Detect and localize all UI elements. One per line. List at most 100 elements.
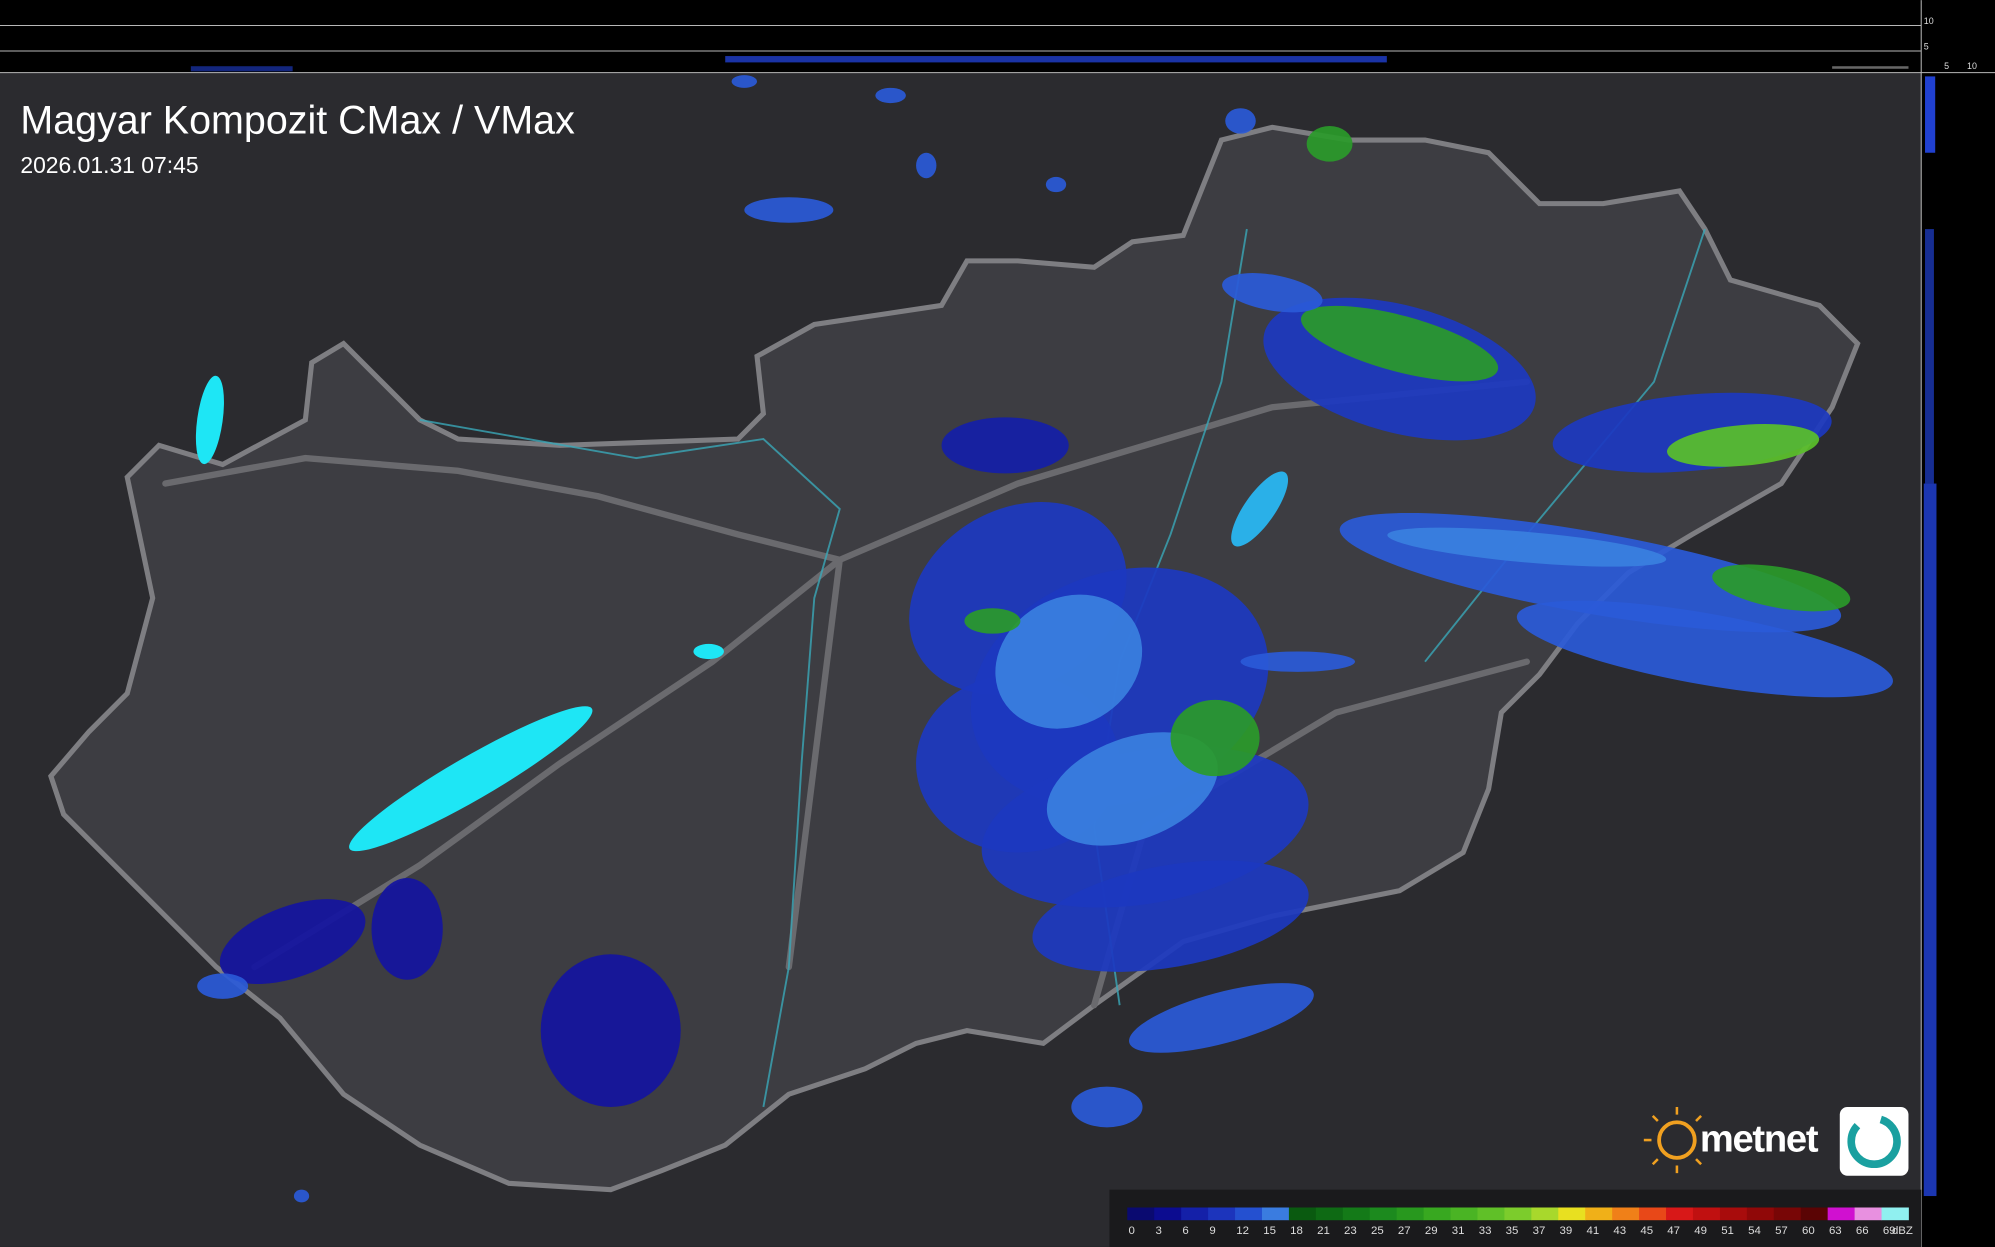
legend-swatch: [1504, 1207, 1532, 1221]
radar-echo: [731, 75, 758, 88]
legend-label: 23: [1344, 1225, 1357, 1237]
logo-rays: [1643, 1106, 1702, 1174]
legend-swatch: [1396, 1207, 1424, 1221]
logo-ray: [1695, 1114, 1702, 1122]
legend-swatch: [1612, 1207, 1640, 1221]
legend-label: 25: [1371, 1225, 1384, 1237]
legend-label: 3: [1155, 1225, 1161, 1237]
legend-swatch: [1154, 1207, 1182, 1221]
radar-echo: [1240, 651, 1356, 672]
legend-label: 12: [1236, 1225, 1249, 1237]
radar-echo: [1071, 1086, 1143, 1128]
legend-label: 9: [1209, 1225, 1215, 1237]
road: [251, 556, 843, 971]
radar-echo: [1225, 108, 1256, 134]
radar-echo: [941, 417, 1069, 474]
legend-swatch: [1127, 1207, 1155, 1221]
radar-echo: [1306, 126, 1353, 162]
profile-tick: 10: [1967, 61, 1977, 71]
legend-label: 60: [1802, 1225, 1815, 1237]
profile-echo: [1925, 76, 1936, 153]
legend-label: 15: [1263, 1225, 1276, 1237]
legend-swatch: [1288, 1207, 1317, 1221]
legend-label: 43: [1613, 1225, 1626, 1237]
lake: [1231, 471, 1289, 547]
radar-echo: [197, 973, 249, 999]
radar-echo: [1387, 527, 1667, 567]
legend-label: 49: [1694, 1225, 1707, 1237]
legend-swatch: [1369, 1207, 1398, 1221]
legend-swatch: [1531, 1207, 1559, 1221]
top-profile: [190, 56, 1909, 72]
legend-swatch: [1181, 1207, 1209, 1221]
radar-echo: [916, 152, 937, 179]
logo-sun: [1657, 1120, 1697, 1160]
right-profile: [1923, 76, 1937, 1197]
legend-unit: dBZ: [1892, 1225, 1913, 1237]
profile-axis-labels: 10 5 5 10: [1924, 16, 1977, 71]
legend-label: 45: [1640, 1225, 1653, 1237]
legend-label: 21: [1317, 1225, 1330, 1237]
radar-echo: [875, 87, 906, 104]
legend-swatch: [1800, 1207, 1829, 1221]
legend-label: 63: [1829, 1225, 1842, 1237]
legend-label: 18: [1290, 1225, 1303, 1237]
radar-echo: [964, 608, 1021, 634]
radar-echo: [1667, 424, 1820, 467]
profile-tick: 5: [1944, 61, 1949, 71]
legend-label: 54: [1748, 1225, 1761, 1237]
legend-swatch: [1261, 1207, 1290, 1221]
legend-swatch: [1423, 1207, 1451, 1221]
legend-label: 31: [1452, 1225, 1465, 1237]
legend-label: 69: [1883, 1225, 1896, 1237]
radar-echo: [540, 954, 681, 1107]
legend-swatch: [1450, 1207, 1478, 1221]
map-timestamp: 2026.01.31 07:45: [20, 152, 198, 178]
legend-swatch: [1692, 1207, 1721, 1221]
legend-swatch: [1585, 1207, 1613, 1221]
logo-ray: [1695, 1158, 1702, 1166]
legend-label: 29: [1425, 1225, 1438, 1237]
legend-label: 33: [1479, 1225, 1492, 1237]
river: [419, 418, 841, 1108]
lake: [693, 643, 724, 660]
lake: [349, 706, 593, 852]
map-title: Magyar Kompozit CMax / VMax: [20, 99, 575, 143]
legend-swatch: [1666, 1207, 1694, 1221]
radar-echo: [293, 1189, 310, 1203]
legend-swatch: [1827, 1207, 1855, 1221]
legend-label: 39: [1560, 1225, 1573, 1237]
legend-label: 35: [1506, 1225, 1519, 1237]
profile-echo: [1925, 229, 1934, 484]
logo-text: metnet: [1700, 1118, 1819, 1161]
legend: 0 3 6 9 12 15 18 21 23 25 27 29 31 33 35 37 39 41 43 45 47 49…: [1127, 1207, 1913, 1237]
radar-echo: [1300, 305, 1499, 382]
legend-swatch: [1854, 1207, 1882, 1221]
profile-echo: [725, 56, 1387, 63]
legend-swatch: [1315, 1207, 1344, 1221]
radar-echoes: [197, 75, 1893, 1203]
radar-echo: [995, 594, 1143, 729]
radar-echo: [219, 899, 366, 985]
legend-swatch: [1746, 1207, 1775, 1221]
radar-echo: [1129, 983, 1314, 1053]
radar-echo: [1712, 564, 1851, 612]
legend-label: 41: [1586, 1225, 1599, 1237]
legend-swatch: [1639, 1207, 1667, 1221]
radar-echo: [371, 877, 443, 980]
radar-echo: [1170, 699, 1260, 777]
radar-echo: [1222, 273, 1323, 313]
road: [162, 454, 843, 564]
legend-label: 51: [1721, 1225, 1734, 1237]
radar-echo: [1032, 860, 1309, 972]
radar-echo: [1045, 176, 1067, 193]
legend-label: 66: [1856, 1225, 1869, 1237]
profile-echo: [190, 66, 293, 72]
logo-ray: [1651, 1114, 1659, 1122]
logo: metnet: [1643, 1106, 1909, 1176]
legend-swatch: [1881, 1207, 1909, 1221]
legend-label: 37: [1533, 1225, 1546, 1237]
legend-label: 6: [1182, 1225, 1188, 1237]
legend-label: 0: [1129, 1225, 1135, 1237]
